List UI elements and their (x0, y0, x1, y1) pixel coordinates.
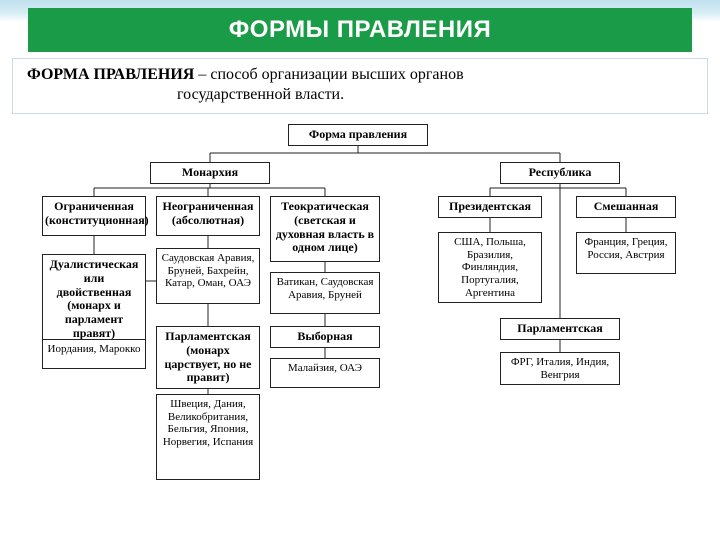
node-theo_ex: Ватикан, Саудовская Аравия, Бруней (270, 272, 380, 314)
node-unlimited: Неограниченная (абсолютная) (156, 196, 260, 236)
node-parl_rep: Парламентская (500, 318, 620, 340)
definition-text-1: способ организации высших органов (210, 66, 463, 83)
node-elective_ex: Малайзия, ОАЭ (270, 358, 380, 388)
node-root: Форма правления (288, 124, 428, 146)
node-dualistic: Дуалистическая или двойственная (монарх … (42, 254, 146, 345)
org-chart: Форма правления Монархия Республика Огранич… (0, 118, 720, 540)
definition-dash: – (194, 66, 210, 83)
node-pres_ex: США, Польша, Бразилия, Финляндия, Португ… (438, 232, 542, 303)
title-bar: ФОРМЫ ПРАВЛЕНИЯ (28, 8, 692, 52)
node-presidential: Президентская (438, 196, 542, 218)
node-parl_rep_ex: ФРГ, Италия, Индия, Венгрия (500, 352, 620, 385)
node-mixed: Смешанная (576, 196, 676, 218)
definition-text-2: государственной власти. (27, 85, 344, 105)
node-monarchy: Монархия (150, 162, 270, 184)
node-limited: Ограниченная (конституционная) (42, 196, 146, 236)
page-title: ФОРМЫ ПРАВЛЕНИЯ (229, 16, 491, 44)
node-parl_mon_ex: Швеция, Дания, Великобритания, Бельгия, … (156, 394, 260, 480)
node-unlim_ex: Саудовская Аравия, Бруней, Бахрейн, Ката… (156, 248, 260, 304)
node-dual_ex: Иордания, Марокко (42, 339, 146, 369)
node-theocratic: Теократическая (светская и духовная влас… (270, 196, 380, 262)
definition-term: ФОРМА ПРАВЛЕНИЯ (27, 66, 194, 83)
node-parl_mon: Парламентская (монарх царствует, но не п… (156, 326, 260, 389)
definition-box: ФОРМА ПРАВЛЕНИЯ – способ организации выс… (12, 58, 708, 114)
node-elective: Выборная (270, 326, 380, 348)
node-republic: Республика (500, 162, 620, 184)
node-mixed_ex: Франция, Греция, Россия, Австрия (576, 232, 676, 274)
